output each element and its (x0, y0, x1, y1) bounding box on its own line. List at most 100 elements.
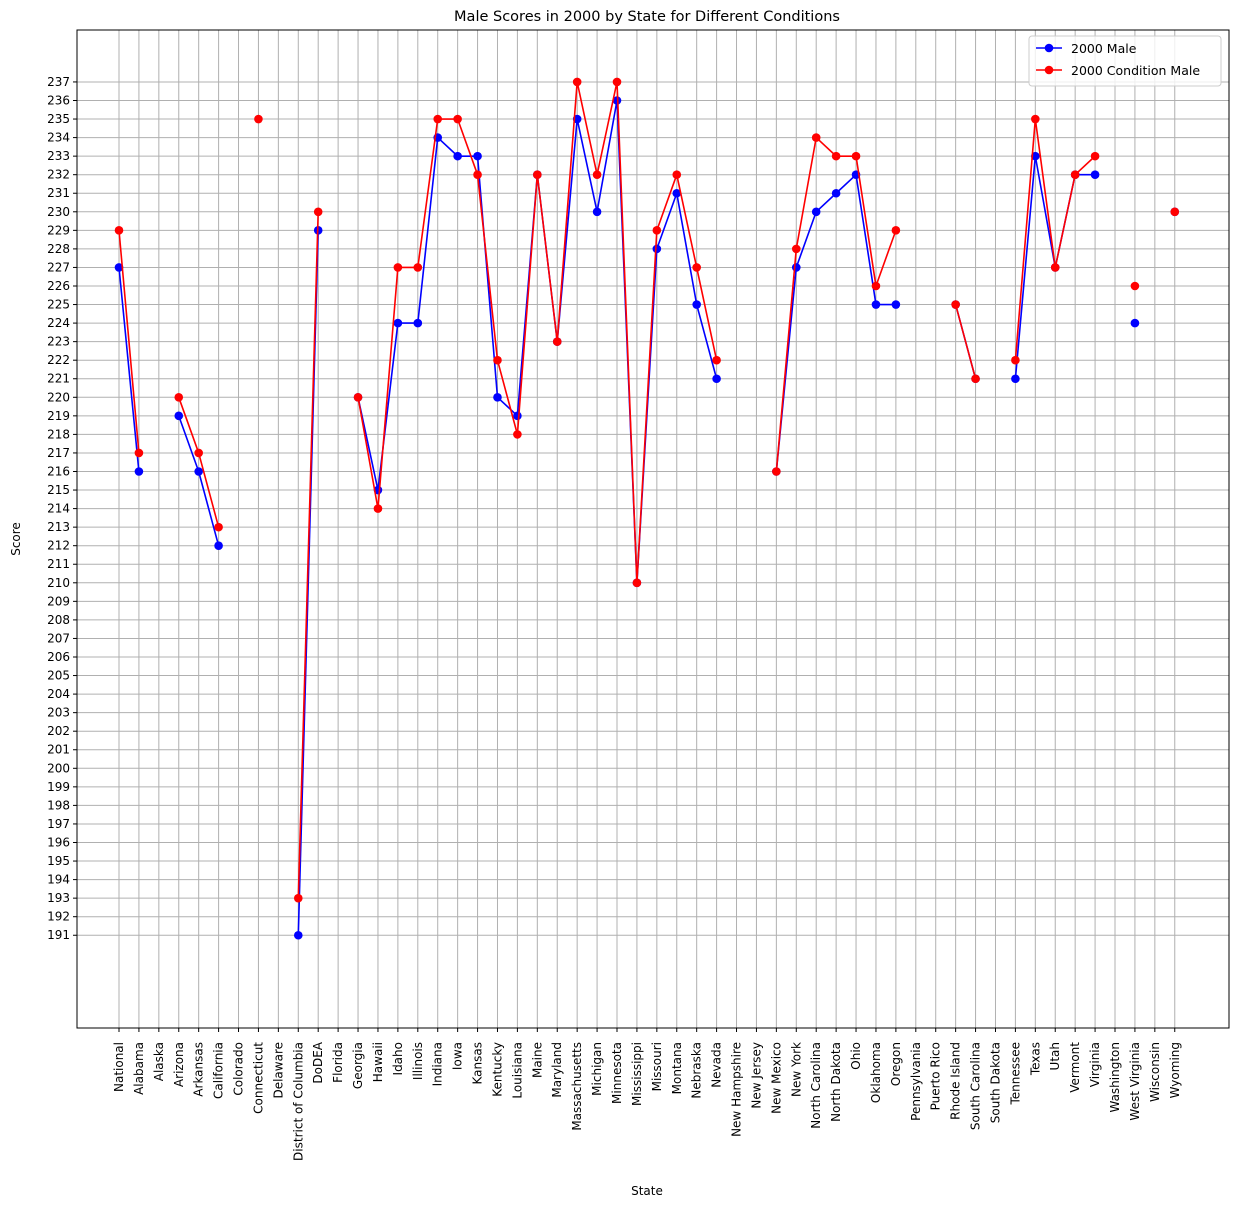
x-tick-label-new-jersey: New Jersey (749, 1042, 763, 1109)
x-tick-label-iowa: Iowa (451, 1042, 465, 1070)
point-2000-condition-male-south-carolina (971, 374, 980, 384)
point-2000-male-new-york (791, 263, 801, 272)
legend: 2000 Male 2000 Condition Male (1028, 35, 1222, 87)
y-tick-label-198: 198 (47, 798, 70, 812)
point-2000-male-tennessee (1011, 374, 1020, 384)
point-2000-male-oregon (891, 300, 901, 309)
point-2000-male-west-virginia (1130, 318, 1140, 328)
x-tick-label-wyoming: Wyoming (1168, 1042, 1182, 1098)
point-2000-condition-male-iowa (453, 114, 462, 124)
point-2000-condition-male-new-york (791, 244, 801, 254)
point-2000-male-north-dakota (831, 188, 841, 198)
x-tick-label-north-dakota: North Dakota (829, 1042, 843, 1122)
point-2000-condition-male-massachusetts (572, 77, 582, 87)
y-tick-label-213: 213 (47, 520, 70, 534)
point-2000-male-louisiana (513, 411, 522, 421)
point-2000-condition-male-georgia (353, 392, 363, 402)
point-2000-condition-male-utah (1050, 263, 1060, 272)
x-tick-label-colorado: Colorado (232, 1042, 246, 1096)
x-tick-label-georgia: Georgia (351, 1042, 365, 1089)
point-2000-male-oklahoma (871, 300, 881, 309)
x-tick-label-nebraska: Nebraska (690, 1042, 704, 1099)
point-2000-condition-male-montana (672, 170, 682, 179)
point-2000-condition-male-illinois (413, 263, 423, 272)
x-tick-label-dodea: DoDEA (311, 1041, 325, 1083)
x-tick-label-washington: Washington (1108, 1042, 1122, 1113)
point-2000-condition-male-kansas (473, 170, 482, 179)
x-tick-label-mississippi: Mississippi (630, 1042, 644, 1106)
series-layer (114, 77, 1180, 940)
y-axis-ticks: 191 192 193 194 195 196 197 198 199 200 201 202 203 2… (47, 75, 77, 942)
legend-marker-2000-condition-male (1044, 65, 1054, 75)
point-2000-condition-male-district-of-columbia (293, 893, 303, 903)
y-tick-label-228: 228 (47, 242, 70, 256)
series-line-2000-condition-male (118, 230, 140, 454)
x-tick-label-maine: Maine (530, 1042, 544, 1078)
point-2000-condition-male-indiana (433, 114, 443, 124)
y-tick-label-237: 237 (47, 75, 70, 89)
y-tick-label-226: 226 (47, 279, 70, 293)
point-2000-condition-male-oklahoma (871, 281, 881, 291)
x-tick-label-delaware: Delaware (271, 1042, 285, 1099)
point-2000-male-michigan (592, 207, 602, 217)
x-axis-ticks: National Alabama Alaska Arizona Arkansas Cali… (112, 1028, 1182, 1161)
point-2000-condition-male-west-virginia (1130, 281, 1140, 291)
x-tick-label-tennessee: Tennessee (1008, 1042, 1022, 1106)
x-tick-label-new-mexico: New Mexico (769, 1042, 783, 1114)
point-2000-condition-male-arizona (174, 392, 184, 402)
y-tick-label-211: 211 (47, 557, 70, 571)
x-tick-label-puerto-rico: Puerto Rico (929, 1042, 943, 1110)
y-tick-label-192: 192 (47, 910, 70, 924)
x-tick-label-wisconsin: Wisconsin (1148, 1042, 1162, 1102)
x-tick-label-alabama: Alabama (132, 1042, 146, 1095)
point-2000-male-kentucky (493, 392, 502, 402)
point-2000-condition-male-rhode-island (951, 300, 960, 309)
point-2000-condition-male-ohio (851, 151, 861, 161)
point-2000-condition-male-michigan (592, 170, 602, 179)
y-tick-label-222: 222 (47, 353, 70, 367)
y-tick-label-225: 225 (47, 298, 70, 312)
point-2000-condition-male-virginia (1090, 151, 1100, 161)
point-2000-male-nebraska (692, 300, 701, 309)
y-tick-label-235: 235 (47, 112, 70, 126)
y-tick-label-193: 193 (47, 891, 70, 905)
y-tick-label-230: 230 (47, 205, 70, 219)
y-tick-label-195: 195 (47, 854, 70, 868)
point-2000-condition-male-north-dakota (831, 151, 841, 161)
x-tick-label-montana: Montana (670, 1042, 684, 1094)
y-tick-label-205: 205 (47, 669, 70, 683)
y-tick-label-206: 206 (47, 650, 70, 664)
y-tick-label-217: 217 (47, 446, 70, 460)
series-line-2000-male (118, 267, 140, 472)
x-tick-label-national: National (112, 1042, 126, 1092)
point-2000-condition-male-california (214, 522, 223, 532)
x-tick-label-texas: Texas (1028, 1042, 1042, 1076)
chart-title: Male Scores in 2000 by State for Differe… (454, 9, 840, 25)
series-line-2000-condition-male (297, 211, 319, 899)
y-tick-label-209: 209 (47, 594, 70, 608)
x-tick-label-nevada: Nevada (710, 1042, 724, 1088)
point-2000-male-montana (672, 188, 682, 198)
point-2000-male-california (214, 541, 223, 550)
point-2000-condition-male-idaho (393, 263, 403, 272)
y-tick-label-210: 210 (47, 576, 70, 590)
y-tick-label-191: 191 (47, 928, 70, 942)
point-2000-condition-male-dodea (313, 207, 323, 217)
x-tick-label-district-of-columbia: District of Columbia (291, 1042, 305, 1161)
point-2000-condition-male-nebraska (692, 263, 701, 272)
series-line-2000-condition-male (954, 304, 977, 379)
legend-label-2000-condition-male: 2000 Condition Male (1071, 63, 1200, 78)
y-tick-label-204: 204 (47, 687, 70, 701)
point-2000-male-kansas (473, 151, 482, 161)
x-tick-label-oklahoma: Oklahoma (869, 1042, 883, 1103)
point-2000-condition-male-vermont (1070, 170, 1080, 179)
x-tick-label-oregon: Oregon (889, 1042, 903, 1086)
x-tick-label-maryland: Maryland (550, 1042, 564, 1098)
x-tick-label-hawaii: Hawaii (371, 1042, 385, 1082)
point-2000-male-nevada (712, 374, 721, 384)
x-tick-label-indiana: Indiana (431, 1042, 445, 1086)
legend-box (1028, 35, 1222, 87)
y-tick-label-227: 227 (47, 260, 70, 274)
point-2000-condition-male-wyoming (1170, 207, 1180, 217)
x-tick-label-kansas: Kansas (471, 1042, 485, 1084)
